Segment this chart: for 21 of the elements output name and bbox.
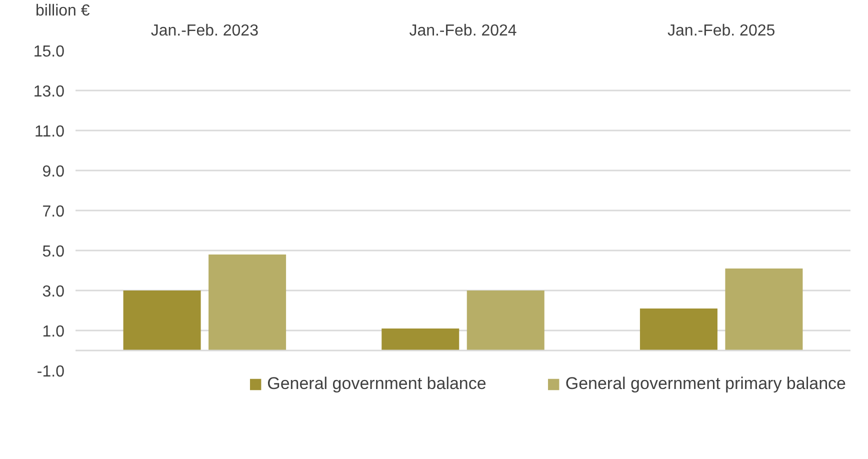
y-tick-label: 13.0 — [33, 84, 65, 100]
legend-label: General government balance — [267, 374, 486, 394]
x-tick-label: Jan.-Feb. 2023 — [150, 22, 259, 40]
bar — [466, 290, 544, 350]
y-axis-title: billion € — [36, 2, 90, 20]
y-tick-label: 5.0 — [42, 244, 65, 260]
x-tick-label: Jan.-Feb. 2024 — [409, 22, 517, 40]
y-tick-label: 7.0 — [42, 204, 65, 220]
y-tick-label: -1.0 — [36, 364, 65, 380]
bar — [640, 308, 718, 350]
y-tick-label: 9.0 — [42, 164, 65, 180]
bar — [382, 328, 460, 350]
y-tick-label: 15.0 — [33, 44, 65, 60]
bar — [208, 254, 286, 350]
y-tick-label: 3.0 — [42, 284, 65, 300]
y-tick-label: 11.0 — [34, 124, 65, 140]
x-tick-label: Jan.-Feb. 2025 — [668, 22, 776, 40]
y-tick-label: 1.0 — [42, 324, 65, 340]
legend-label: General government primary balance — [565, 374, 846, 394]
bar — [123, 290, 201, 350]
bar — [725, 268, 803, 350]
